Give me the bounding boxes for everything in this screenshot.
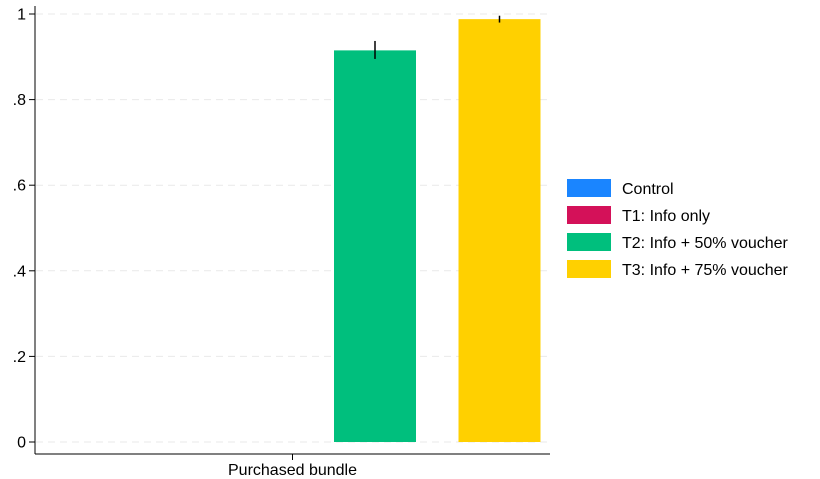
legend-swatch-3 xyxy=(567,260,611,278)
x-categories: Purchased bundle xyxy=(228,454,357,479)
y-tick-label: .6 xyxy=(13,178,26,195)
bar-2 xyxy=(334,50,416,442)
y-tick-label: .2 xyxy=(13,349,26,366)
legend-swatch-2 xyxy=(567,233,611,251)
error-bars xyxy=(374,15,501,59)
bars xyxy=(334,19,541,443)
legend-swatch-0 xyxy=(567,179,611,197)
legend-label-2: T2: Info + 50% voucher xyxy=(622,235,789,252)
y-tick-label: .4 xyxy=(13,263,26,280)
legend-label-3: T3: Info + 75% voucher xyxy=(622,262,789,279)
y-tick-label: .8 xyxy=(13,92,26,109)
y-ticks: 0 .2 .4 .6 .8 1 xyxy=(13,7,35,452)
legend: Control T1: Info only T2: Info + 50% vouch… xyxy=(567,179,789,279)
y-tick-label: 1 xyxy=(17,7,26,24)
y-tick-label: 0 xyxy=(17,435,26,452)
legend-label-0: Control xyxy=(622,181,674,198)
x-category-label: Purchased bundle xyxy=(228,462,357,479)
gridlines xyxy=(36,13,550,443)
bar-3 xyxy=(458,19,541,443)
legend-swatch-1 xyxy=(567,206,611,224)
legend-label-1: T1: Info only xyxy=(622,208,710,225)
